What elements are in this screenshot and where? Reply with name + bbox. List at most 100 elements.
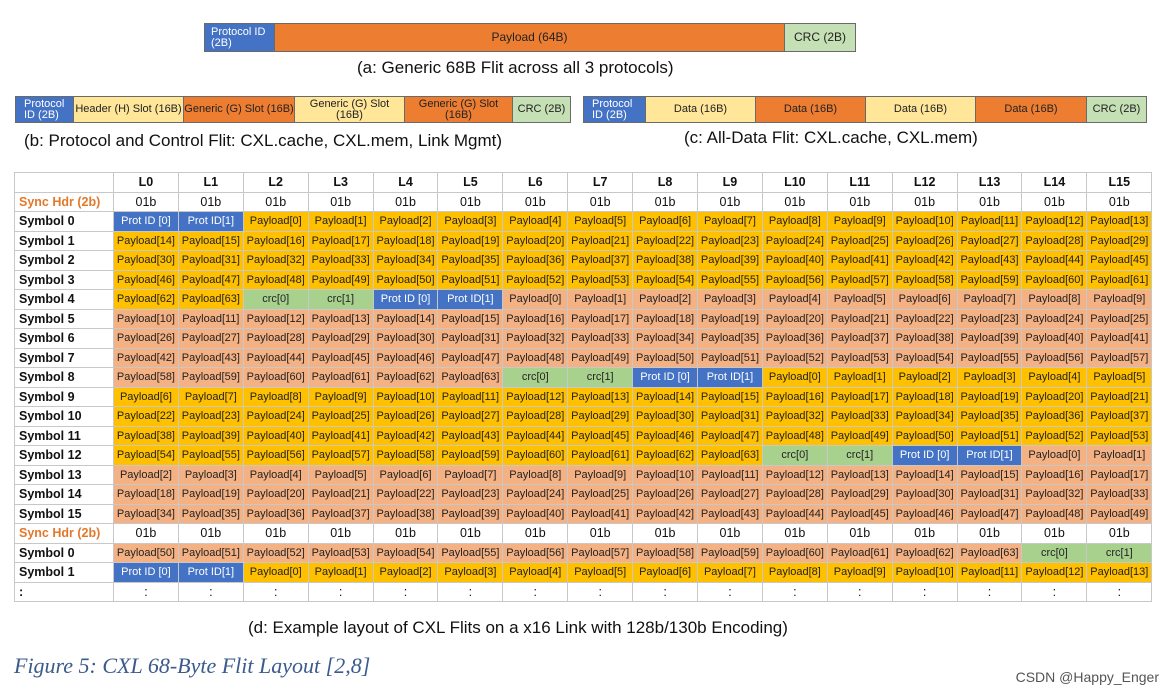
payload-cell: Payload[44] [761, 503, 828, 524]
payload-cell: Payload[22] [891, 308, 958, 329]
payload-cell: Payload[42] [372, 425, 439, 446]
sync-value-cell: 01b [307, 523, 374, 544]
sync-value-cell: 01b [567, 523, 634, 544]
payload-cell: Payload[54] [891, 347, 958, 368]
payload-cell: Payload[58] [113, 367, 179, 388]
sync-value-cell: : [1021, 581, 1088, 602]
payload-cell: Payload[55] [956, 347, 1023, 368]
payload-cell: Payload[29] [1086, 230, 1153, 251]
flit-b-caption: (b: Protocol and Control Flit: CXL.cache… [24, 131, 503, 150]
sync-value-cell: 01b [177, 523, 244, 544]
payload-cell: Payload[21] [567, 230, 634, 251]
payload-cell: Payload[32] [761, 406, 828, 427]
sync-value-cell: : [437, 581, 504, 602]
payload-cell: Payload[36] [761, 328, 828, 349]
payload-cell: Payload[46] [372, 347, 439, 368]
payload-cell: Payload[39] [956, 328, 1023, 349]
payload-cell: Payload[7] [437, 464, 504, 485]
table-row: Symbol 3 Payload[46] Payload[47] Payload[48… [14, 269, 1153, 290]
prot-id-cell: Prot ID[1] [177, 562, 244, 583]
payload-cell: Payload[3] [437, 211, 504, 232]
prot-id-cell: Prot ID[1] [437, 289, 504, 310]
flit-c-data-3: Data (16B) [866, 97, 976, 122]
sync-value-cell: : [307, 581, 374, 602]
payload-cell: Payload[24] [502, 484, 569, 505]
payload-cell: Payload[32] [502, 328, 569, 349]
payload-cell: Payload[54] [632, 269, 699, 290]
sync-value-cell: 01b [372, 191, 439, 212]
payload-cell: Payload[50] [891, 425, 958, 446]
payload-cell: Payload[42] [632, 503, 699, 524]
flit-c-data-2: Data (16B) [756, 97, 866, 122]
prot-id-cell: Prot ID [0] [113, 211, 179, 232]
flit-a-bar: Protocol ID (2B) Payload (64B) CRC (2B) [204, 23, 856, 52]
payload-cell: Payload[32] [242, 250, 309, 271]
payload-cell: Payload[10] [891, 562, 958, 583]
payload-cell: Payload[37] [826, 328, 893, 349]
payload-cell: Payload[27] [956, 230, 1023, 251]
prot-id-cell: Prot ID [0] [113, 562, 179, 583]
payload-cell: Payload[18] [891, 386, 958, 407]
symbol-label: Symbol 0 [14, 211, 114, 232]
payload-cell: Payload[48] [1021, 503, 1088, 524]
payload-cell: Payload[3] [956, 367, 1023, 388]
flit-b-bar: Protocol ID (2B) Header (H) Slot (16B) G… [15, 96, 571, 123]
payload-cell: Payload[62] [891, 542, 958, 563]
sync-value-cell: 01b [567, 191, 634, 212]
payload-cell: Payload[35] [697, 328, 763, 349]
payload-cell: Payload[53] [307, 542, 374, 563]
payload-cell: Payload[4] [502, 211, 569, 232]
payload-cell: Payload[59] [177, 367, 244, 388]
payload-cell: Payload[41] [307, 425, 374, 446]
table-row: Symbol 5 Payload[10] Payload[11] Payload[12… [14, 308, 1153, 329]
payload-cell: Payload[21] [1086, 386, 1153, 407]
payload-cell: Payload[20] [761, 308, 828, 329]
table-row: ::::::::::::::::: [14, 581, 1153, 602]
flit-b-generic-slot-3: Generic (G) Slot (16B) [405, 97, 513, 122]
payload-cell: Payload[1] [567, 289, 634, 310]
payload-cell: Payload[62] [372, 367, 439, 388]
payload-cell: Payload[12] [761, 464, 828, 485]
sync-value-cell: : [956, 581, 1023, 602]
payload-cell: Payload[33] [1086, 484, 1153, 505]
sync-value-cell: 01b [242, 191, 309, 212]
payload-cell: Payload[9] [307, 386, 374, 407]
payload-cell: Payload[62] [113, 289, 179, 310]
payload-cell: Payload[33] [826, 406, 893, 427]
payload-cell: Payload[59] [697, 542, 763, 563]
flit-c-crc: CRC (2B) [1087, 97, 1146, 122]
payload-cell: Payload[56] [761, 269, 828, 290]
payload-cell: Payload[13] [1086, 562, 1153, 583]
payload-cell: Payload[58] [632, 542, 699, 563]
flit-a-payload: Payload (64B) [275, 24, 785, 51]
payload-cell: Payload[24] [1021, 308, 1088, 329]
payload-cell: Payload[12] [1021, 562, 1088, 583]
payload-cell: Payload[48] [242, 269, 309, 290]
payload-cell: Payload[33] [567, 328, 634, 349]
payload-cell: Payload[20] [1021, 386, 1088, 407]
payload-cell: Payload[13] [567, 386, 634, 407]
payload-cell: Payload[18] [113, 484, 179, 505]
table-row: Symbol 11 Payload[38] Payload[39] Payload[4… [14, 425, 1153, 446]
payload-cell: Payload[26] [113, 328, 179, 349]
sync-value-cell: 01b [502, 523, 569, 544]
prot-id-cell: Prot ID [0] [632, 367, 699, 388]
payload-cell: Payload[26] [632, 484, 699, 505]
sync-value-cell: 01b [1086, 523, 1153, 544]
payload-cell: Payload[35] [177, 503, 244, 524]
payload-cell: Payload[17] [826, 386, 893, 407]
payload-cell: Payload[12] [1021, 211, 1088, 232]
payload-cell: Payload[32] [1021, 484, 1088, 505]
payload-cell: Payload[1] [1086, 445, 1153, 466]
payload-cell: Payload[14] [891, 464, 958, 485]
payload-cell: Payload[48] [761, 425, 828, 446]
payload-cell: Payload[56] [1021, 347, 1088, 368]
payload-cell: Payload[13] [307, 308, 374, 329]
payload-cell: Payload[17] [1086, 464, 1153, 485]
prot-id-cell: Prot ID [0] [891, 445, 958, 466]
payload-cell: Payload[44] [242, 347, 309, 368]
payload-cell: Payload[25] [1086, 308, 1153, 329]
table-row: Symbol 2 Payload[30] Payload[31] Payload[32… [14, 250, 1153, 271]
payload-cell: Payload[7] [697, 562, 763, 583]
crc-cell: crc[0] [502, 367, 569, 388]
